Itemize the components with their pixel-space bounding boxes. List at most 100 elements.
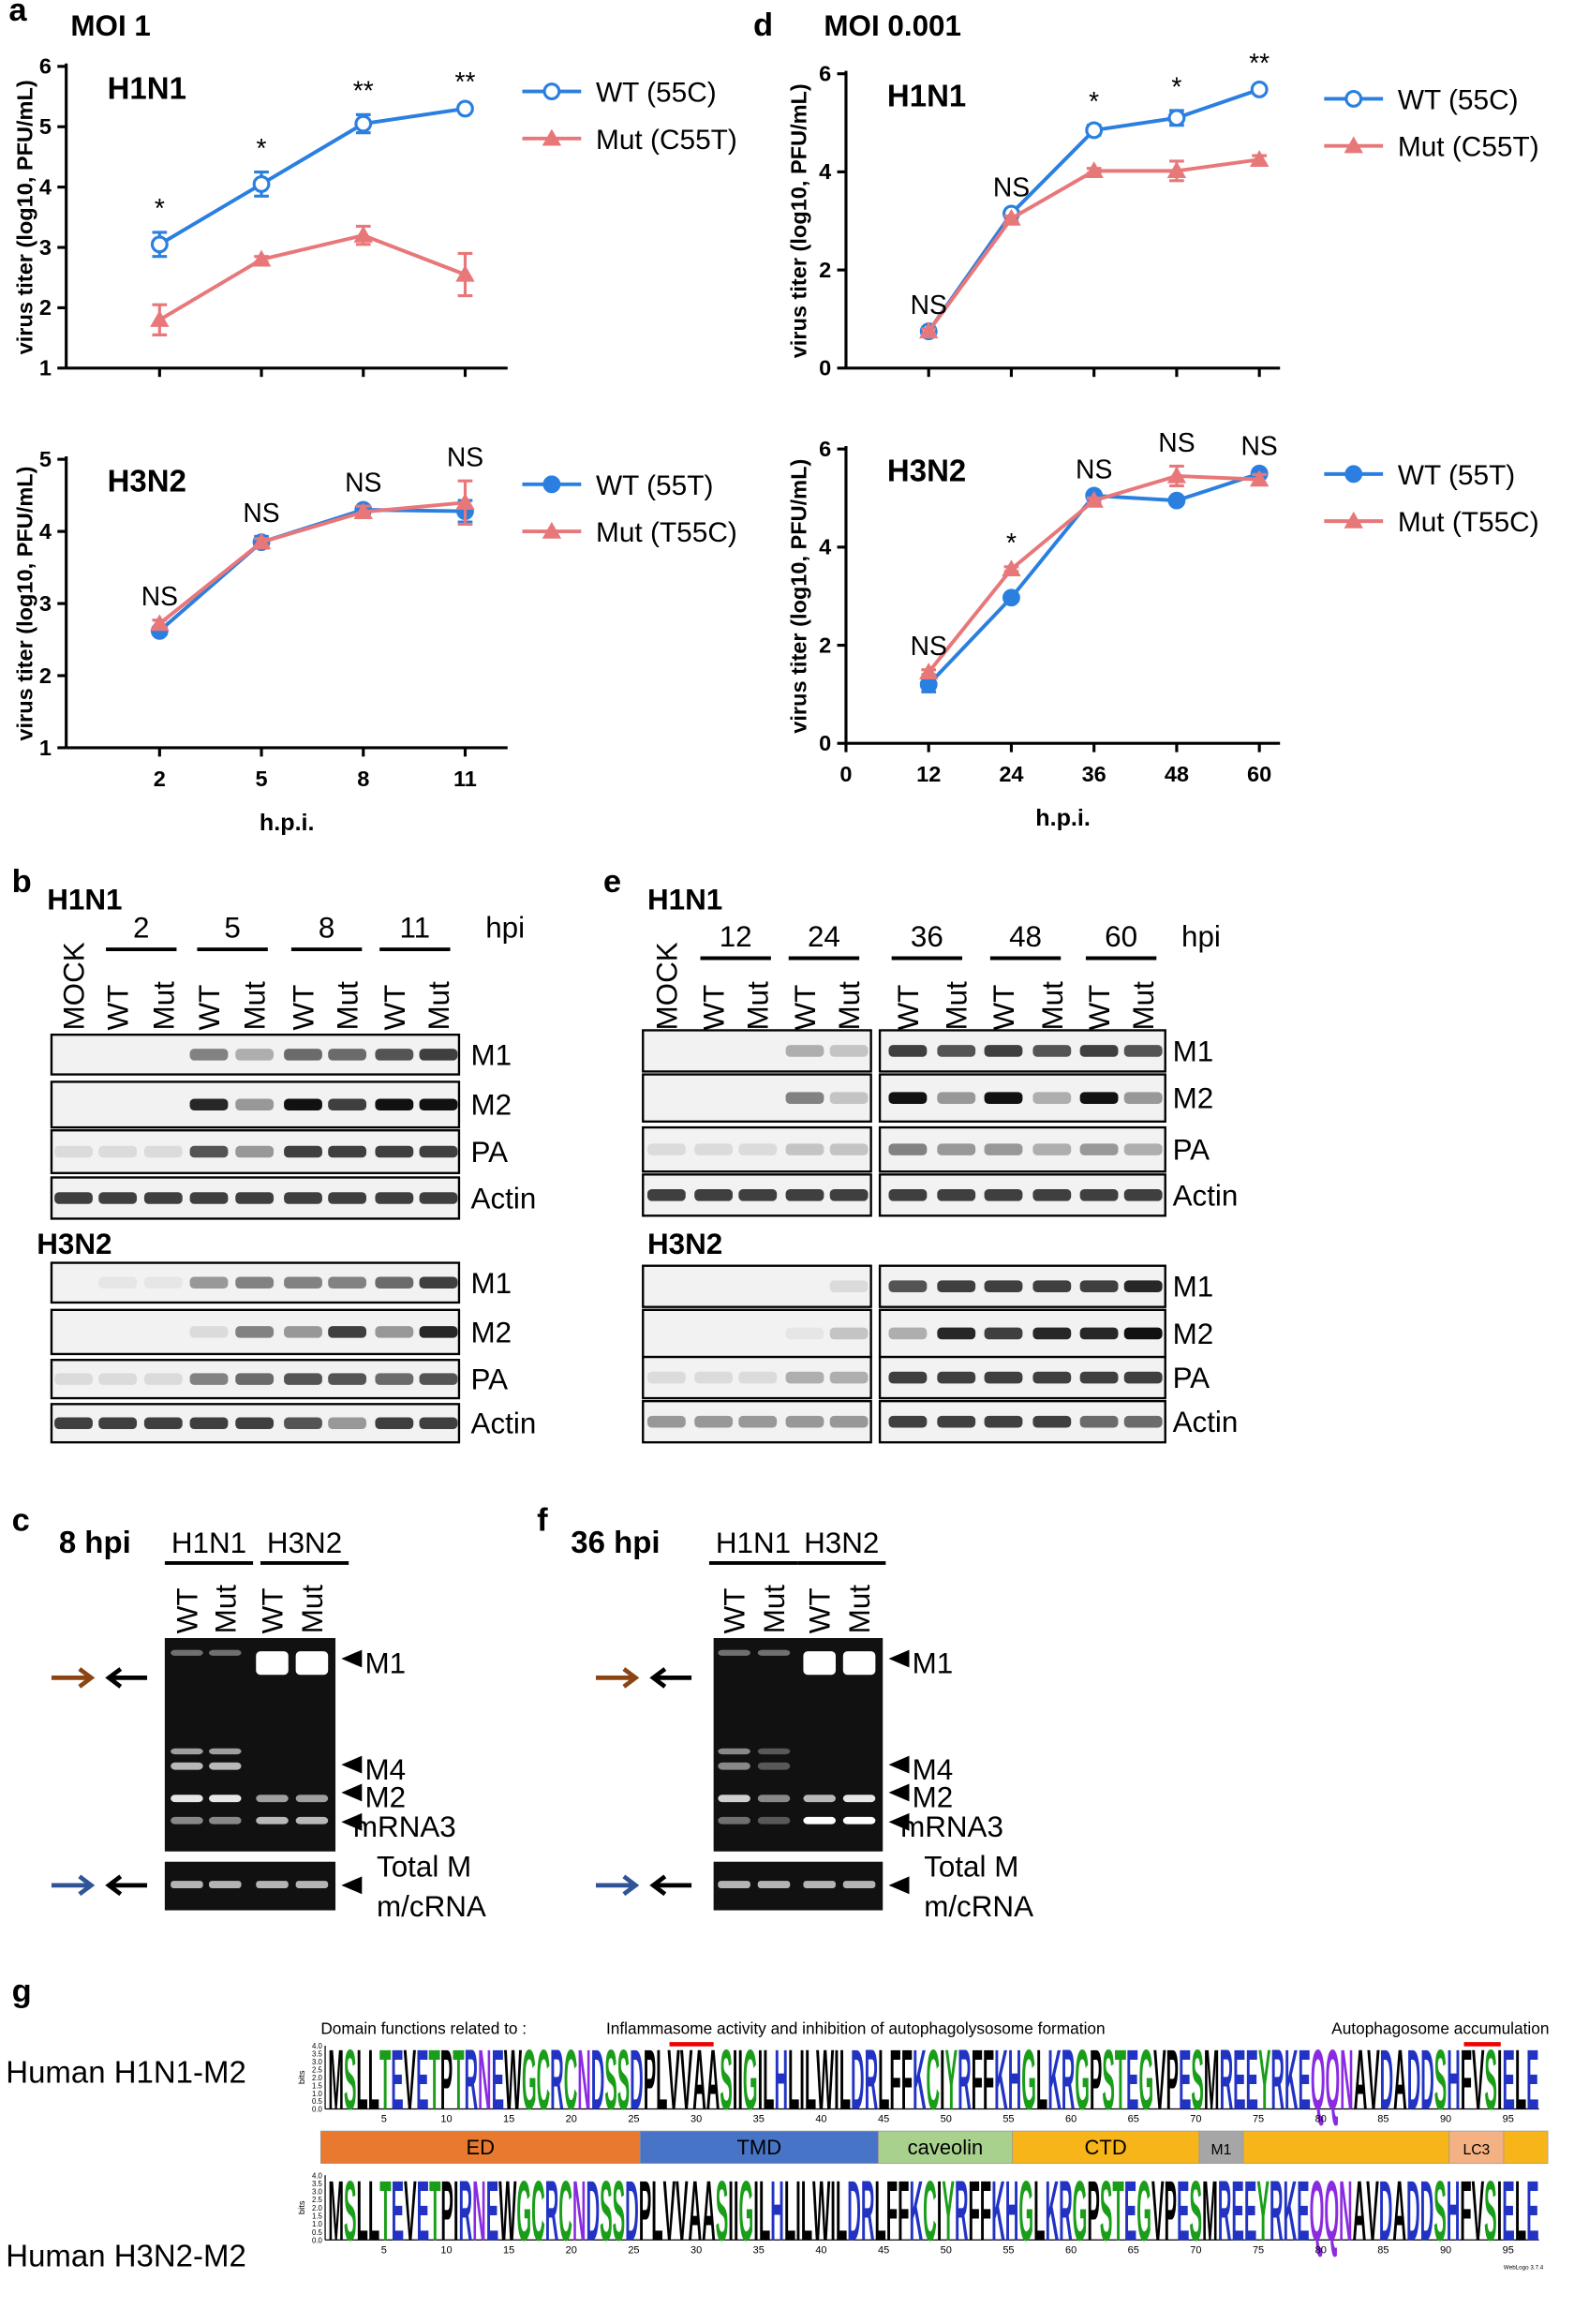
logo-y-tick: 3.5: [312, 2050, 323, 2059]
blot-band: [785, 1189, 824, 1201]
panel-letter: g: [12, 1974, 32, 2009]
timepoint-label: 12: [720, 920, 752, 953]
protein-label: Actin: [1173, 1179, 1239, 1212]
y-axis-label: virus titer (log10, PFU/mL): [13, 467, 37, 741]
logo-position: 65: [1128, 2114, 1139, 2125]
lane-label: Mut: [296, 1585, 329, 1634]
protein-label: M2: [1173, 1318, 1214, 1350]
significance-label: NS: [1076, 454, 1112, 484]
panel-heading: MOI 1: [70, 9, 150, 42]
gel-band: [757, 1748, 791, 1755]
x-axis-label: h.p.i.: [260, 810, 315, 836]
blot-band: [1123, 1280, 1163, 1292]
timepoint-label: 5: [224, 912, 240, 945]
blot-band: [829, 1045, 869, 1057]
lane-label: Mut: [147, 981, 180, 1031]
band-label: M4: [913, 1753, 954, 1786]
y-tick-label: 1: [39, 736, 52, 760]
gel-band: [208, 1748, 242, 1755]
significance-label: **: [353, 76, 374, 106]
gel-band: [803, 1881, 836, 1888]
legend-marker: [542, 128, 562, 146]
blot-band: [284, 1373, 322, 1385]
blot-band: [1123, 1415, 1163, 1428]
legend-marker: [542, 82, 561, 100]
blot-band: [1079, 1143, 1119, 1155]
arrow: [51, 1874, 96, 1897]
blot-band: [375, 1145, 414, 1158]
lane-label: Mut: [239, 981, 272, 1031]
blot-band: [419, 1276, 458, 1289]
logo-sequence: MSLLTEVETPTRNEWGCRCNDSSDPLVVAASIIGILHLIL…: [328, 2032, 1538, 2127]
logo-position: 90: [1440, 2244, 1451, 2256]
logo-position: 20: [566, 2114, 577, 2125]
series-line: [158, 106, 466, 246]
blot-band: [738, 1415, 778, 1428]
band-pointer: [888, 1755, 910, 1774]
protein-label: PA: [1173, 1134, 1210, 1167]
time-label: 36 hpi: [571, 1525, 660, 1559]
panel-letter: f: [537, 1502, 548, 1538]
blot-band: [937, 1045, 976, 1057]
blot-band: [694, 1415, 734, 1428]
blot-band: [829, 1280, 869, 1292]
lane-label: WT: [719, 1587, 751, 1633]
gel-band: [757, 1816, 791, 1825]
blot-band: [284, 1192, 322, 1204]
lane-label: WT: [698, 985, 731, 1031]
blot-strip: [642, 1125, 872, 1173]
significance-label: NS: [1241, 430, 1278, 460]
lane-label: WT: [804, 1587, 837, 1633]
legend-marker: [1344, 136, 1363, 154]
y-tick-label: 5: [39, 447, 52, 471]
band-label: m/cRNA: [924, 1890, 1033, 1923]
gel-band: [171, 1649, 203, 1656]
strain-label: H1N1: [716, 1527, 791, 1559]
blot-band: [328, 1192, 367, 1204]
blot-band: [98, 1276, 138, 1289]
significance-label: NS: [993, 172, 1030, 202]
blot-band: [694, 1371, 734, 1384]
domain-segment: [1448, 2130, 1505, 2165]
legend-marker: [1344, 89, 1363, 108]
significance-label: *: [1171, 71, 1181, 101]
panel-letter: d: [753, 7, 773, 43]
blot-strip: [642, 1400, 872, 1444]
marker: [1249, 150, 1270, 167]
blot-band: [1032, 1092, 1072, 1104]
blot-band: [1123, 1371, 1163, 1384]
logo-position: 5: [381, 2244, 387, 2256]
blot-band: [829, 1189, 869, 1201]
logo-position: 35: [753, 2114, 765, 2125]
blot-band: [98, 1417, 138, 1430]
logo-position: 65: [1128, 2244, 1139, 2256]
band-label: Total M: [377, 1850, 471, 1883]
logo-position: 75: [1253, 2114, 1264, 2125]
legend-label: Mut (C55T): [1398, 132, 1539, 163]
lane-label: Mut: [941, 981, 973, 1031]
logo-y-tick: 0.5: [312, 2228, 323, 2237]
y-tick-label: 4: [819, 159, 831, 184]
gel-band: [803, 1816, 836, 1825]
gel-band: [718, 1816, 750, 1825]
blot-band: [738, 1189, 778, 1201]
panel-letter: a: [8, 0, 27, 28]
blot-band: [785, 1371, 824, 1384]
marker: [252, 174, 271, 193]
logo-sequence: MSLLTEVETPIRNEWGCRCNDSSDPLVVAASIIGILHLIL…: [328, 2163, 1538, 2258]
blot-band: [189, 1373, 229, 1385]
protein-label: M2: [1173, 1082, 1214, 1115]
arrow: [105, 1874, 148, 1897]
blot-band: [1032, 1143, 1072, 1155]
timepoint-label: 36: [911, 920, 943, 953]
logo-y-tick: 4.0: [312, 2171, 323, 2180]
band-pointer: [888, 1649, 910, 1668]
logo-position: 85: [1377, 2244, 1389, 2256]
marker: [918, 321, 939, 339]
y-tick-label: 0: [819, 731, 831, 755]
logo-y-tick: 2.5: [312, 2065, 323, 2074]
significance-label: *: [1006, 528, 1017, 558]
logo-position: 95: [1503, 2244, 1514, 2256]
logo-y-tick: 2.0: [312, 2074, 323, 2082]
